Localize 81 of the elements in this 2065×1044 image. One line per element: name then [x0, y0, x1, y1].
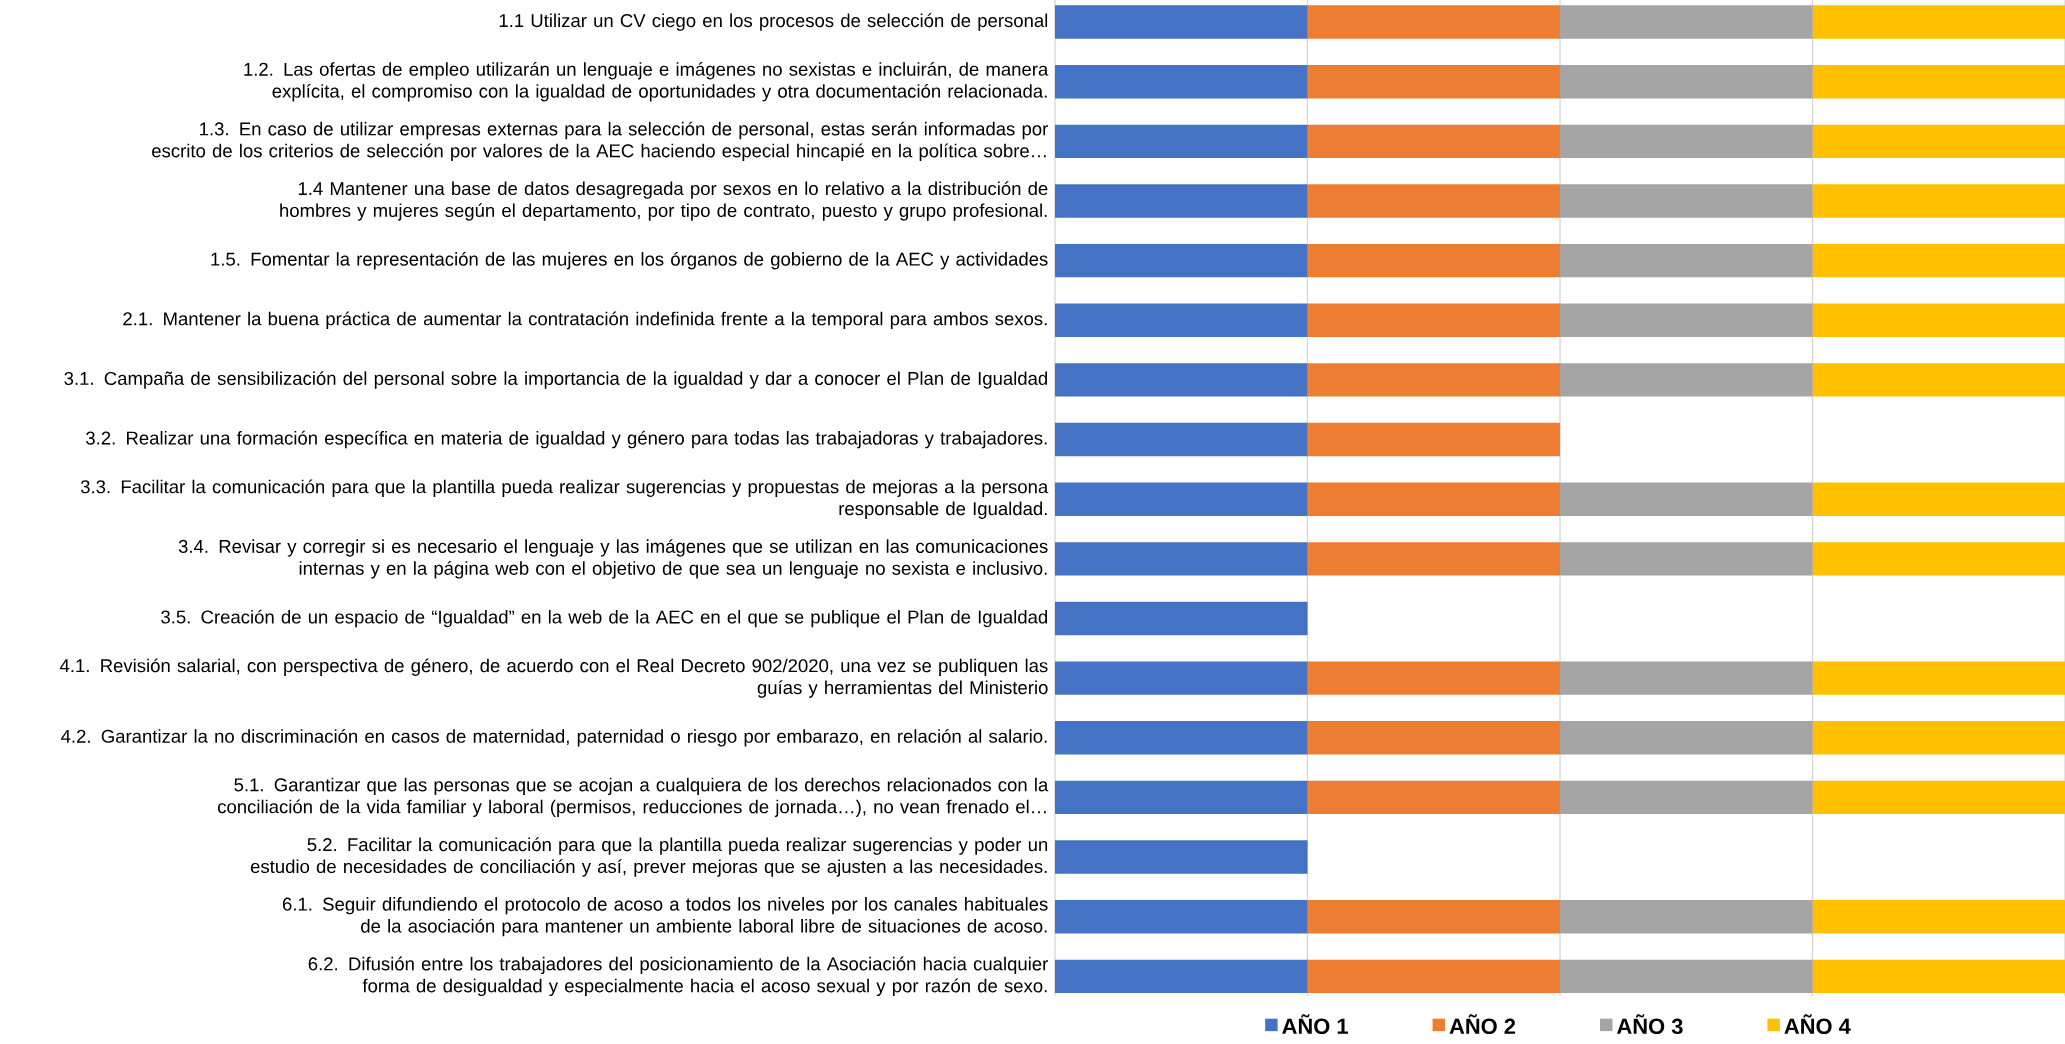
y-tick-label: 1.3. En caso de utilizar empresas externas para la selección de personal, estas serán informadas por escrito de los criterios de selección por valores de la AEC haciendo especial hincapié en la política sobre…: [152, 121, 1048, 162]
bar: [1560, 542, 1813, 576]
bar: [1055, 184, 1308, 218]
bar: [1560, 661, 1813, 695]
bar: [1560, 721, 1813, 755]
legend-label: AÑO 1: [1282, 1014, 1348, 1035]
bar: [1307, 422, 1561, 457]
y-tick-label: 1.2. Las ofertas de empleo utilizarán un lenguaje e imágenes no sexistas e incluirán, de manera explícita, el compromiso con la igualdad de oportunidades y otra documentación relacionada.: [244, 62, 1049, 102]
bar: [1560, 899, 1813, 934]
bar: [1055, 422, 1308, 457]
bar: [1812, 243, 2065, 278]
bar: [1055, 363, 1308, 397]
bar: [1055, 243, 1308, 278]
bar: [1055, 780, 1308, 815]
legend-label: AÑO 2: [1449, 1014, 1516, 1035]
bar: [1560, 363, 1813, 397]
legend-label: AÑO 4: [1784, 1014, 1851, 1035]
bar: [1812, 5, 2065, 39]
bar: [1307, 959, 1561, 994]
bar: [1055, 840, 1308, 874]
y-tick-label: 3.5. Creación de un espacio de “Igualdad” en la web de la AEC en el que se publique el Plan de Igualdad: [161, 609, 1048, 628]
y-tick-label: 3.4. Revisar y corregir si es necesario el lenguaje y las imágenes que se utilizan en las comunicaciones internas y en la página web con el objetivo de que sea un lenguaje no sexista e inclusivo.: [178, 539, 1048, 579]
bar: [1307, 780, 1561, 815]
bar: [1307, 661, 1561, 695]
bar: [1560, 65, 1813, 99]
bar: [1307, 899, 1561, 934]
bar: [1560, 124, 1813, 159]
bar: [1812, 303, 2065, 337]
bar: [1055, 482, 1308, 516]
bar: [1307, 721, 1561, 755]
bar: [1055, 303, 1308, 337]
bar: [1307, 243, 1561, 278]
bar: [1560, 5, 1813, 39]
y-tick-label: 1.5. Fomentar la representación de las mujeres en los órganos de gobierno de la AEC y actividades: [211, 251, 1048, 270]
bar: [1560, 482, 1813, 516]
bar: [1812, 124, 2065, 159]
y-tick-label: 3.1. Campaña de sensibilización del personal sobre la importancia de la igualdad y dar a conocer el Plan de Igualdad: [64, 371, 1048, 389]
bar: [1307, 303, 1561, 337]
bar: [1560, 959, 1813, 994]
y-tick-label: 5.2. Facilitar la comunicación para que la plantilla pueda realizar sugerencias y poder un estudio de necesidades de conciliación y así, prever mejoras que se ajusten a las necesidades.: [250, 837, 1048, 877]
y-tick-label: 6.2. Difusión entre los trabajadores del posicionamiento de la Asociación hacia cualquier forma de desigualdad y especialmente hacia el acoso sexual y por razón de sexo.: [308, 956, 1048, 997]
y-tick-label: 1.1 Utilizar un CV ciego en los procesos de selección de personal: [499, 13, 1048, 31]
bar: [1055, 5, 1308, 39]
bar: [1812, 542, 2065, 576]
bar: [1812, 780, 2065, 815]
bar: [1812, 363, 2065, 397]
bar: [1055, 601, 1308, 636]
bar: [1812, 661, 2065, 695]
bar: [1560, 303, 1813, 337]
y-tick-label: 4.1. Revisión salarial, con perspectiva de género, de acuerdo con el Real Decreto 902/2020, una vez se publiquen las guías y herramientas del Ministerio: [59, 658, 1048, 698]
bar: [1055, 124, 1308, 159]
legend-label: AÑO 3: [1616, 1014, 1683, 1035]
bar: [1307, 5, 1561, 39]
y-tick-label: 3.3. Facilitar la comunicación para que la plantilla pueda realizar sugerencias y propuestas de mejoras a la persona responsable de Igualdad.: [80, 479, 1049, 519]
bar: [1560, 184, 1813, 218]
y-tick-label: 4.2. Garantizar la no discriminación en casos de maternidad, paternidad o riesgo por embarazo, en relación al salario.: [61, 729, 1047, 747]
y-tick-label: 2.1. Mantener la buena práctica de aumentar la contratación indefinida frente a la temporal para ambos sexos.: [123, 311, 1047, 330]
bar: [1560, 243, 1813, 278]
bar: [1307, 124, 1561, 159]
bar: [1812, 959, 2065, 994]
bar: [1812, 721, 2065, 755]
bar: [1055, 661, 1308, 695]
bar: [1812, 65, 2065, 99]
bar: [1812, 184, 2065, 218]
y-tick-label: 6.1. Seguir difundiendo el protocolo de acoso a todos los niveles por los canales habituales de la asociación para mantener un ambiente laboral libre de situaciones de acoso.: [282, 897, 1048, 937]
bar: [1055, 721, 1308, 755]
bar: [1812, 899, 2065, 934]
bar: [1307, 184, 1561, 218]
bar: [1307, 363, 1561, 397]
bar: [1055, 542, 1308, 576]
bar: [1812, 482, 2065, 516]
bar: [1307, 482, 1561, 516]
y-tick-label: 3.2. Realizar una formación específica en materia de igualdad y género para todas las trabajadoras y trabajadores.: [86, 430, 1047, 449]
bar: [1055, 65, 1308, 99]
y-tick-label: 1.4 Mantener una base de datos desagregada por sexos en lo relativo a la distribución de hombres y mujeres según el departamento, por tipo de contrato, puesto y grupo profesional.: [280, 181, 1048, 221]
y-tick-label: 5.1. Garantizar que las personas que se acojan a cualquiera de los derechos relacionados con la conciliación de la vida familiar y laboral (permisos, reducciones de jornada…), no vean frenado el…: [218, 777, 1049, 817]
bar: [1055, 959, 1308, 994]
bar: [1560, 780, 1813, 815]
bar: [1307, 542, 1561, 576]
bar: [1055, 899, 1308, 934]
bar: [1307, 65, 1561, 99]
